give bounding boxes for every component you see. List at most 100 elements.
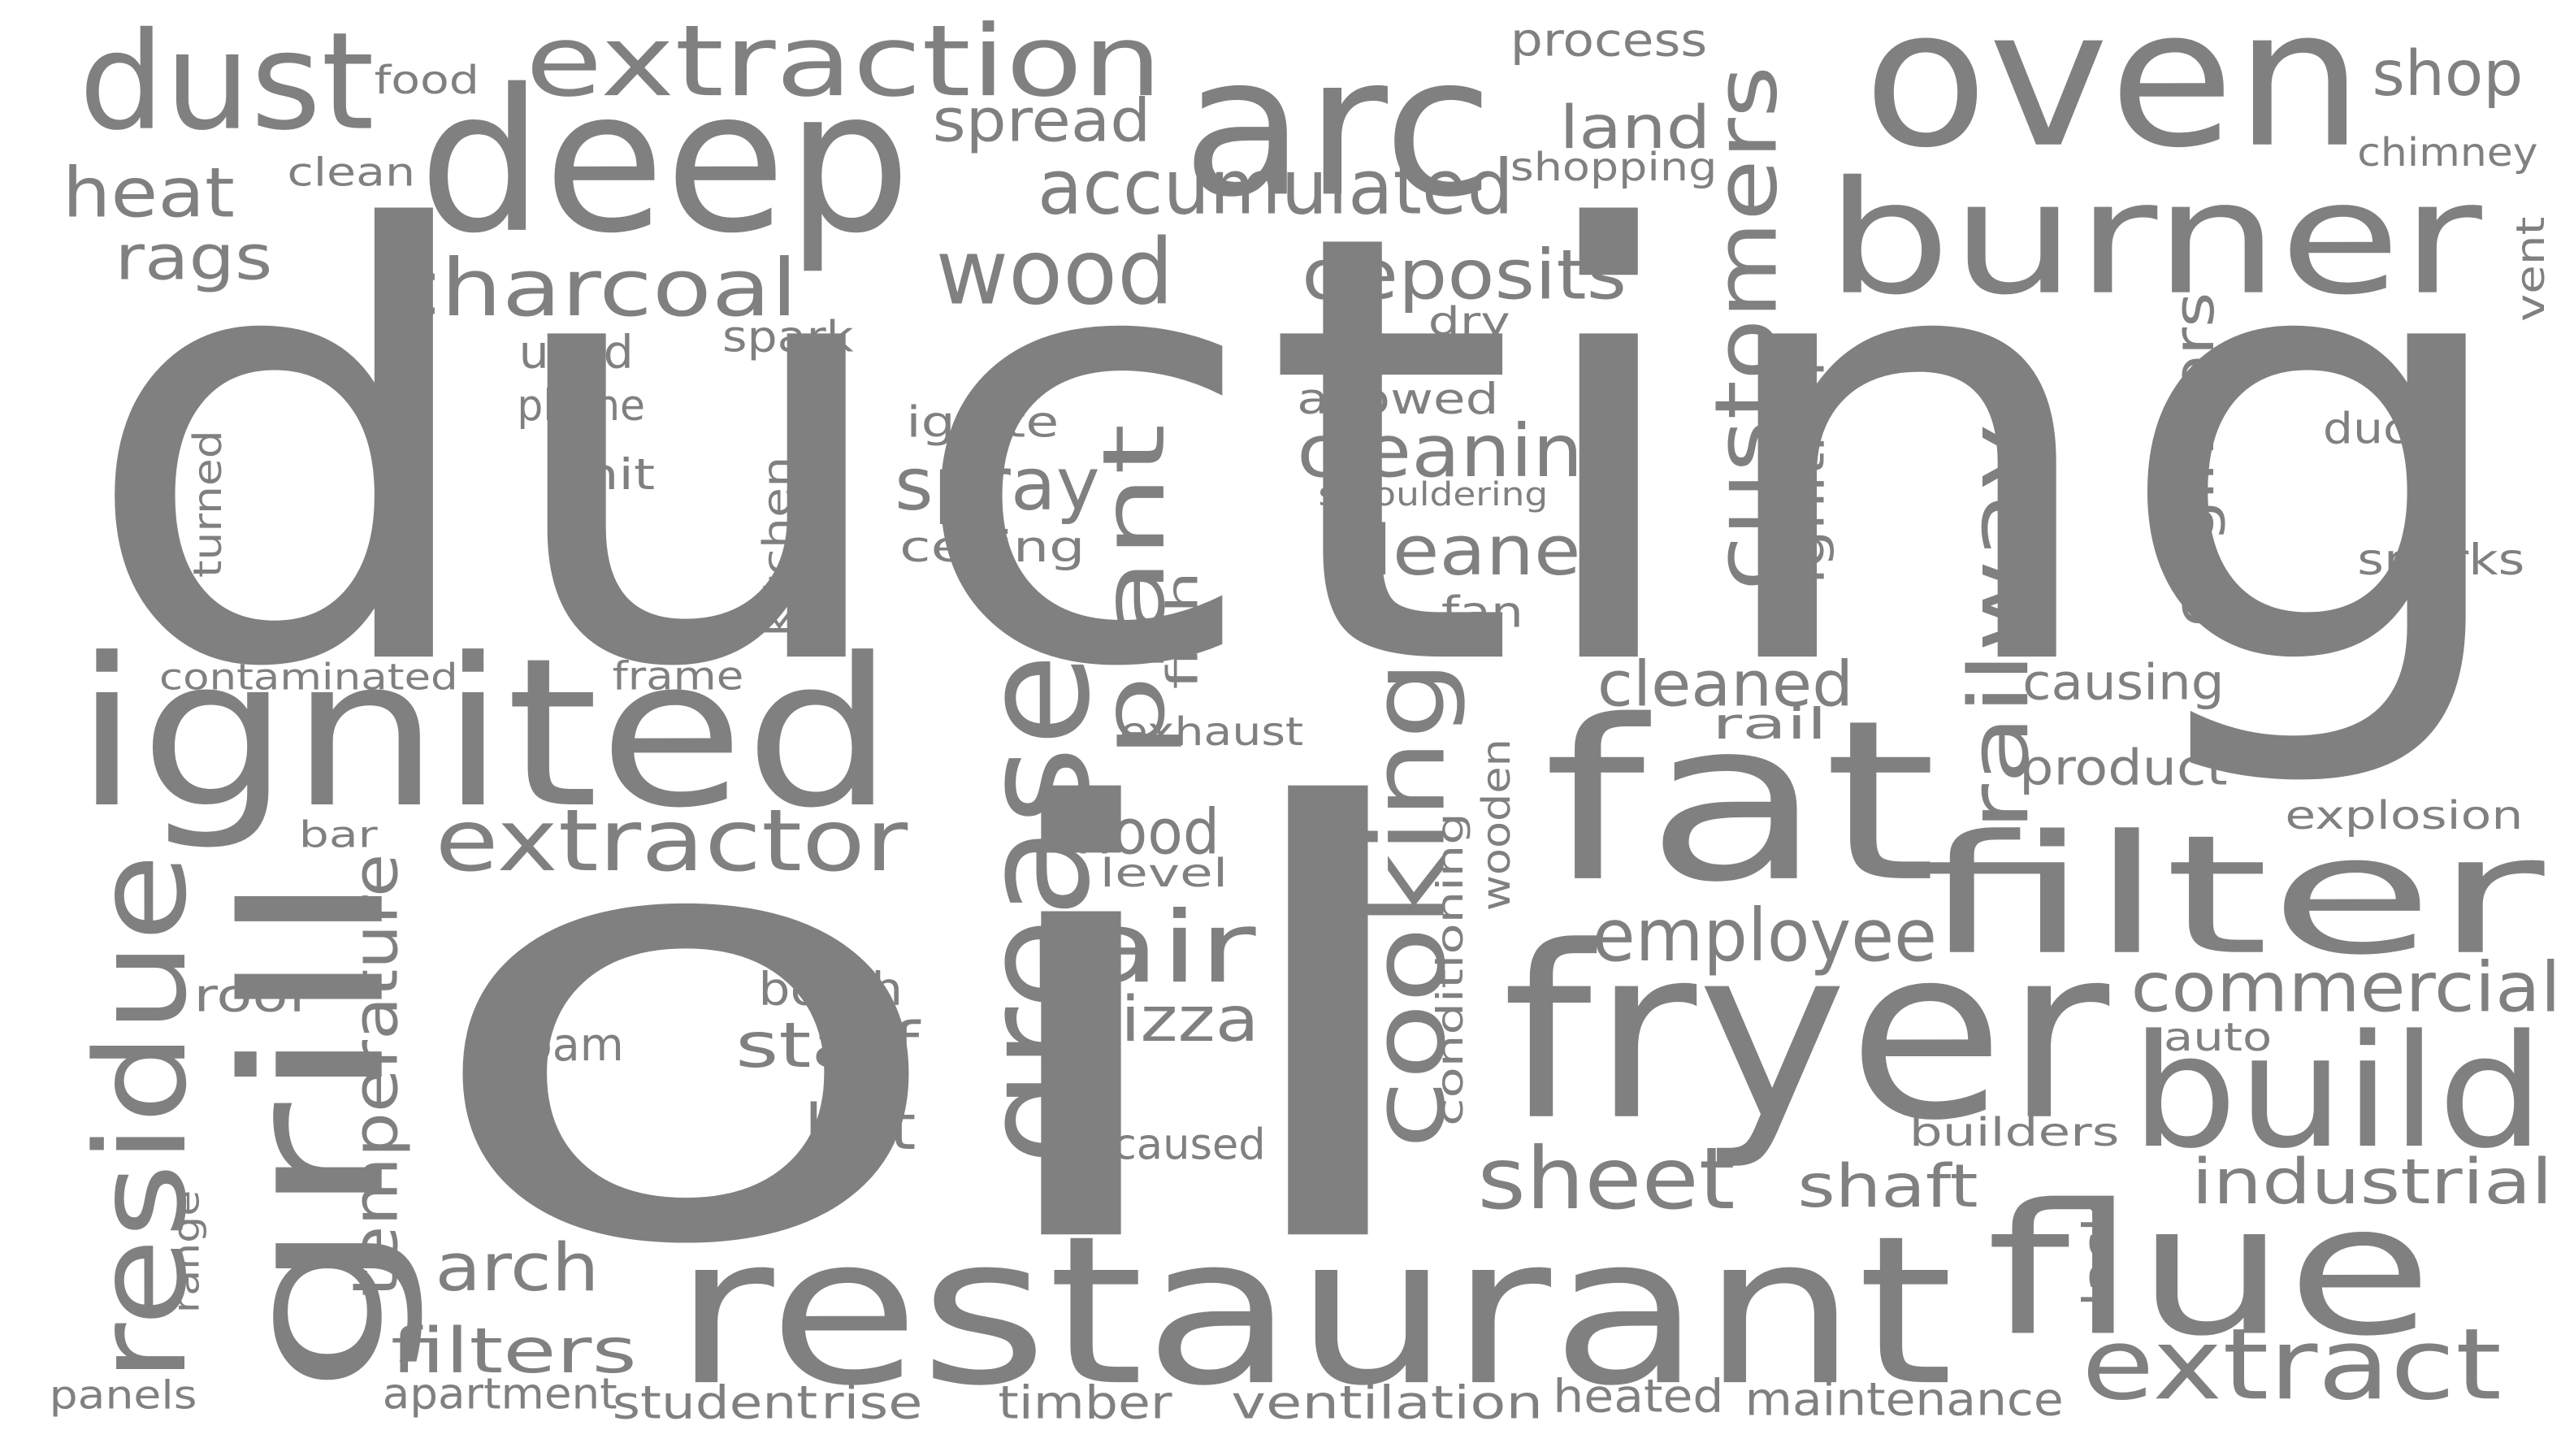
word-clean: clean: [288, 150, 416, 195]
word-fan: fan: [1441, 588, 1523, 638]
word-lack: lack: [2074, 1201, 2124, 1306]
word-engineers: engineers: [2162, 292, 2227, 627]
word-cleaned: cleaned: [1597, 649, 1853, 722]
word-employee: employee: [1592, 893, 1937, 977]
word-commercial: commercial: [2130, 948, 2560, 1029]
word-extractor: extractor: [435, 791, 908, 890]
word-explosion: explosion: [2285, 793, 2523, 838]
word-ignited: ignited: [74, 614, 895, 853]
word-accumulated: accumulated: [1038, 144, 1514, 232]
word-oil: oil: [414, 686, 1451, 1374]
word-ignition: ignition: [1779, 361, 1835, 584]
word-auto: auto: [2164, 1015, 2272, 1060]
word-filters: filters: [391, 1315, 637, 1388]
word-rail: rail: [1712, 700, 1826, 749]
word-duct: duct: [2323, 404, 2428, 453]
word-air: air: [1075, 890, 1255, 1005]
word-rise: rise: [821, 1376, 922, 1430]
word-deposits: deposits: [1302, 236, 1627, 316]
word-arch: arch: [435, 1230, 599, 1306]
word-exhaust: exhaust: [1120, 709, 1303, 755]
word-spray: spray: [895, 441, 1100, 526]
word-causing: causing: [2022, 655, 2225, 712]
word-wooden: wooden: [1474, 739, 1519, 911]
word-level: level: [1100, 851, 1228, 896]
word-filter: filter: [1921, 800, 2546, 991]
word-customers: customers: [1696, 66, 1796, 591]
word-panels: panels: [50, 1372, 197, 1418]
word-chimney: chimney: [2357, 130, 2537, 176]
word-timber: timber: [998, 1376, 1172, 1430]
word-rags: rags: [115, 222, 272, 294]
word-frame: frame: [613, 654, 744, 700]
word-burner: burner: [1826, 149, 2482, 330]
word-maintenance: maintenance: [1745, 1372, 2064, 1426]
word-conditioning: conditioning: [1430, 812, 1471, 1126]
word-pizza: pizza: [1075, 984, 1259, 1056]
word-product: product: [2019, 740, 2228, 797]
word-roof: roof: [193, 969, 310, 1023]
word-spread: spread: [933, 87, 1151, 156]
word-bar: bar: [299, 814, 379, 856]
word-ignite: ignite: [906, 397, 1059, 447]
word-cooking: cooking: [1350, 660, 1468, 1149]
word-shaft: shaft: [1797, 1152, 1978, 1221]
word-arc: arc: [1182, 15, 1494, 240]
word-extract: extract: [2082, 1306, 2502, 1422]
word-charcoal: charcoal: [388, 242, 798, 334]
word-restaurant: restaurant: [673, 1192, 1953, 1431]
word-grease: grease: [950, 653, 1122, 1165]
word-used: used: [518, 326, 633, 379]
word-plant: plant: [1084, 423, 1184, 758]
word-foam: foam: [509, 1018, 623, 1072]
word-phone: phone: [517, 381, 645, 431]
word-cleaning: cleaning: [1297, 409, 1633, 493]
word-spark: spark: [722, 312, 854, 362]
word-industrial: industrial: [2191, 1146, 2552, 1219]
word-residue: residue: [69, 854, 214, 1383]
word-caused: caused: [1113, 1120, 1266, 1169]
word-vent: vent: [2508, 217, 2554, 322]
word-sheet: sheet: [1477, 1129, 1735, 1228]
word-food: food: [375, 58, 479, 103]
word-contaminated: contaminated: [159, 657, 458, 699]
word-heated: heated: [1553, 1369, 1723, 1423]
word-oven: oven: [1863, 0, 2364, 190]
word-ducting: ducting: [79, 108, 2524, 796]
word-fat: fat: [1543, 674, 1937, 931]
word-shopping: shopping: [1510, 145, 1718, 190]
word-ventilation: ventilation: [1231, 1376, 1543, 1430]
word-allowed: allowed: [1297, 375, 1499, 424]
word-grill: grill: [203, 870, 428, 1395]
word-ceiling: ceiling: [899, 522, 1085, 572]
word-range: range: [166, 1190, 207, 1314]
word-wood: wood: [936, 221, 1174, 326]
word-staff: staff: [735, 1010, 921, 1082]
word-smouldering: smouldering: [1318, 474, 1548, 514]
word-railway: railway: [1951, 423, 2047, 830]
word-builders: builders: [1909, 1110, 2120, 1155]
word-build: build: [2130, 1002, 2544, 1183]
word-sparks: sparks: [2357, 535, 2524, 585]
word-hot: hot: [804, 1092, 916, 1164]
word-dry: dry: [1428, 299, 1510, 344]
word-flue: flue: [1987, 1166, 2433, 1376]
word-kitchen: kitchen: [755, 457, 800, 637]
word-apartment: apartment: [383, 1369, 618, 1419]
word-fryer: fryer: [1502, 896, 2112, 1173]
word-temperature: temperature: [340, 854, 412, 1297]
word-turned: turned: [185, 430, 231, 578]
word-booth: booth: [758, 962, 903, 1016]
word-student: student: [613, 1376, 818, 1430]
word-shop: shop: [2372, 38, 2523, 110]
word-land: land: [1559, 93, 1710, 162]
word-hood: hood: [1075, 797, 1220, 869]
word-deep: deep: [418, 48, 911, 277]
word-process: process: [1510, 14, 1707, 67]
word-unit: unit: [550, 450, 655, 500]
word-dust: dust: [79, 4, 375, 161]
word-cleaner: cleaner: [1330, 511, 1613, 592]
word-heat: heat: [63, 154, 235, 234]
